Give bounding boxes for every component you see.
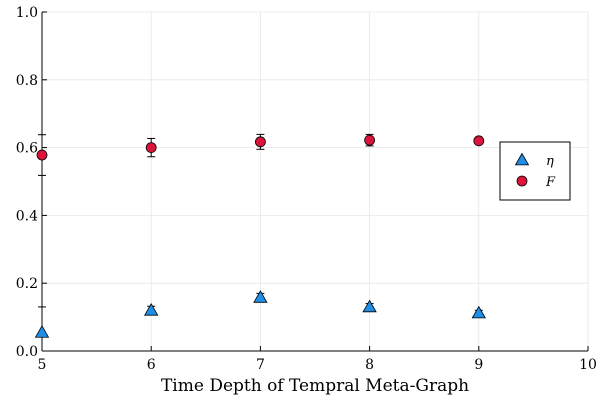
- axes: [41, 12, 588, 352]
- data-point: [254, 136, 266, 148]
- y-tick-label: 0.0: [16, 344, 38, 360]
- x-tick-label: 10: [579, 357, 597, 373]
- legend-label: η: [546, 154, 554, 169]
- y-tick-label: 0.4: [16, 208, 38, 224]
- data-layer: [34, 133, 486, 351]
- tick-labels: 5 6 7 8 9 10 0.0 0.2 0.4 0.6 0.8 1.0: [16, 5, 597, 373]
- legend-marker: [514, 152, 530, 166]
- x-axis-title: Time Depth of Tempral Meta-Graph: [161, 376, 469, 396]
- x-tick-label: 7: [256, 357, 265, 373]
- data-point: [144, 303, 159, 316]
- data-point: [145, 142, 157, 154]
- data-point: [473, 135, 485, 147]
- y-tick-label: 1.0: [16, 5, 38, 21]
- series-f: [36, 133, 485, 176]
- data-point: [36, 149, 48, 161]
- legend-marker: [516, 175, 528, 187]
- y-tick-label: 0.2: [16, 276, 38, 292]
- data-point: [253, 290, 268, 303]
- y-tick-label: 0.6: [16, 141, 38, 157]
- data-point: [34, 325, 50, 338]
- series-eta: [34, 290, 486, 351]
- legend-box: [499, 141, 571, 201]
- legend-label: F: [545, 175, 556, 190]
- x-tick-label: 8: [365, 357, 374, 373]
- data-point: [362, 299, 377, 313]
- legend: ηF: [499, 141, 571, 201]
- y-tick-label: 0.8: [16, 73, 38, 89]
- x-tick-label: 5: [38, 357, 47, 373]
- x-tick-label: 6: [147, 357, 156, 373]
- data-point: [364, 134, 376, 146]
- x-tick-label: 9: [474, 357, 483, 373]
- data-point: [471, 305, 486, 319]
